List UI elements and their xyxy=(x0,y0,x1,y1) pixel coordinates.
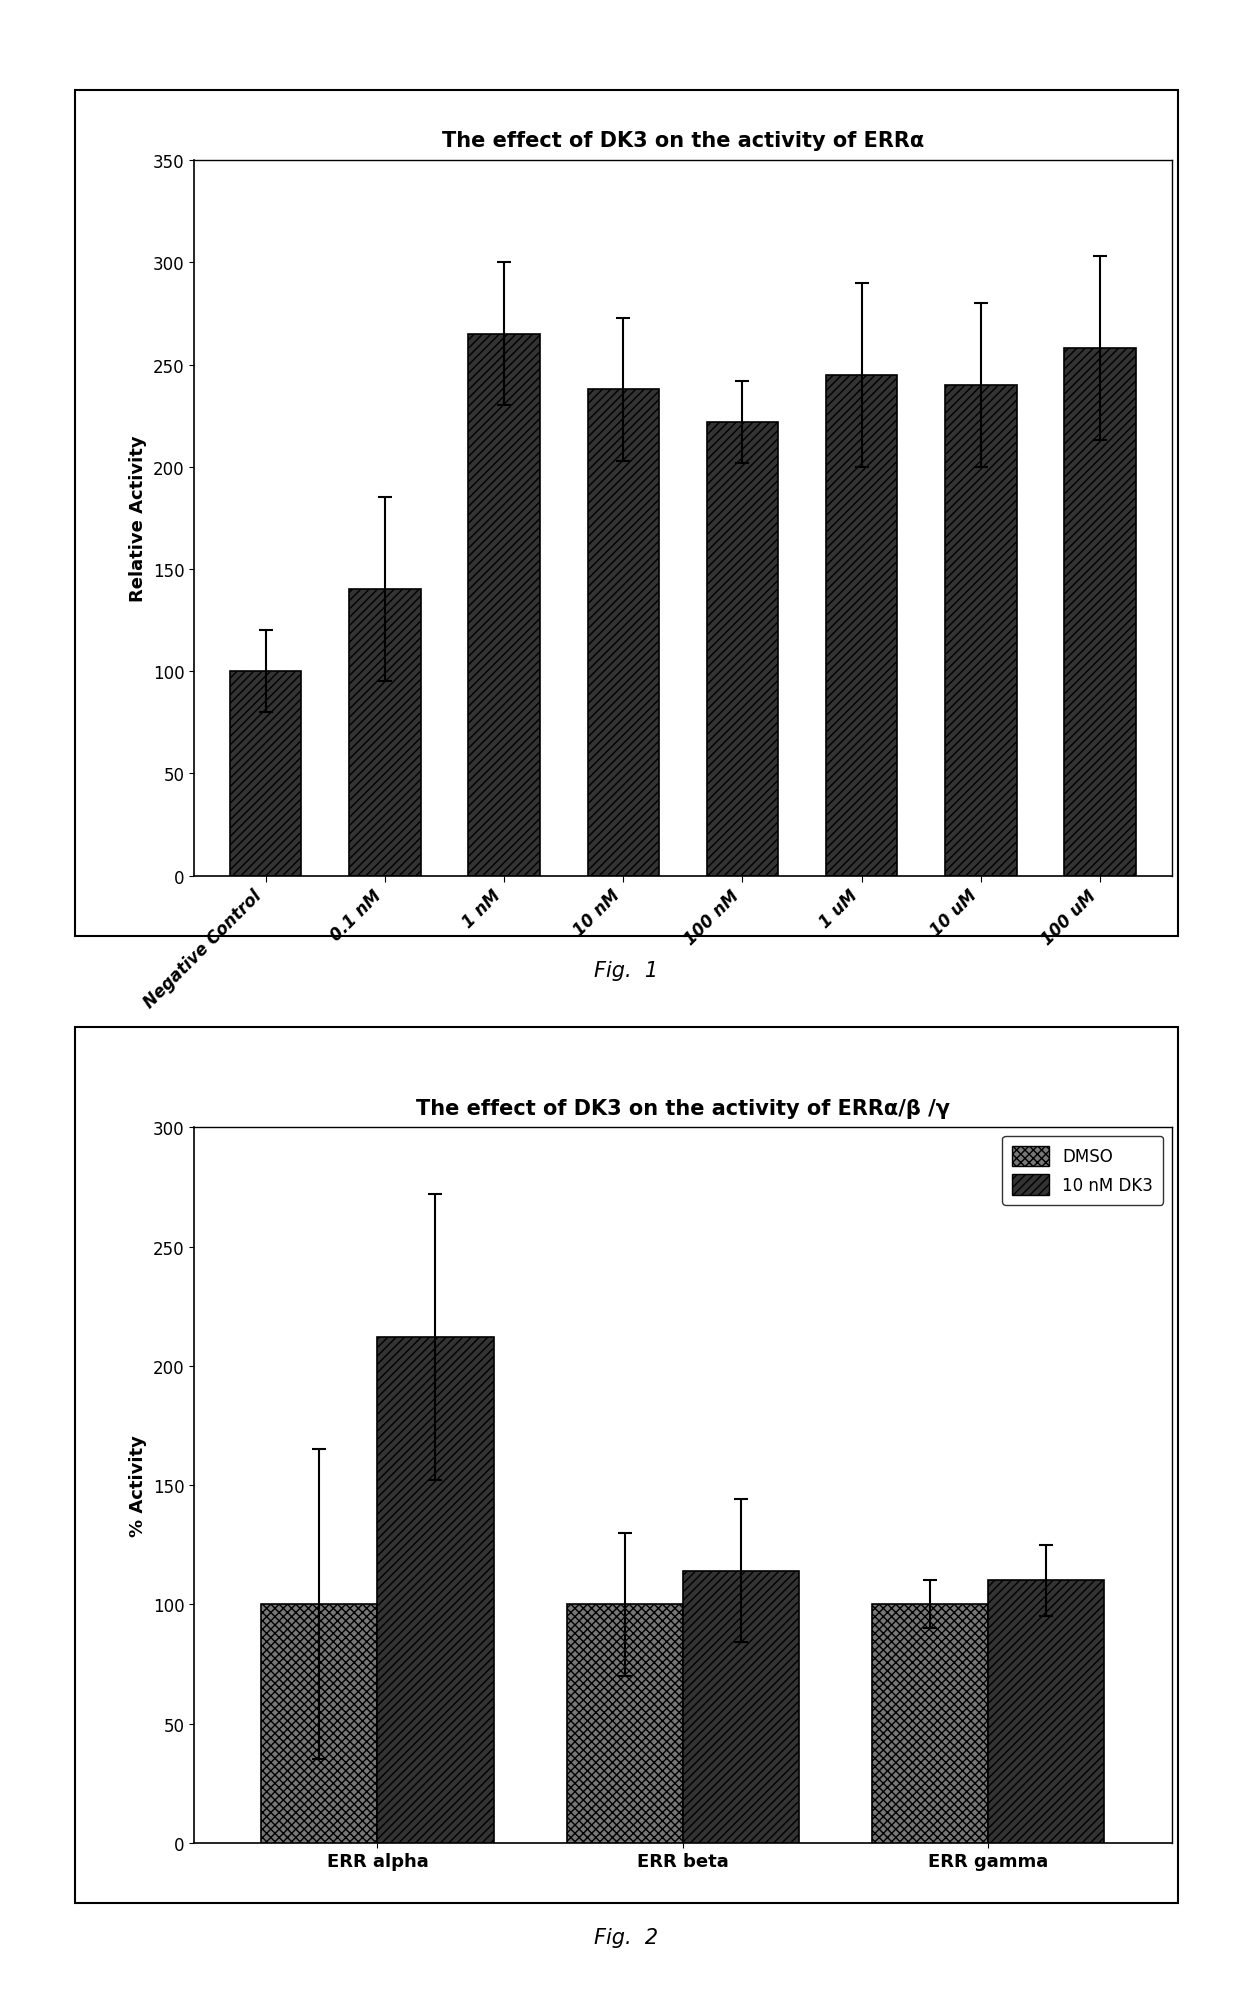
Title: The effect of DK3 on the activity of ERRα: The effect of DK3 on the activity of ERR… xyxy=(442,131,923,151)
Bar xyxy=(469,334,540,876)
Bar xyxy=(707,423,778,876)
Bar xyxy=(262,1605,377,1843)
Bar xyxy=(377,1337,494,1843)
Bar xyxy=(826,375,897,876)
Text: Fig.  1: Fig. 1 xyxy=(594,961,659,981)
Bar xyxy=(350,590,421,876)
Y-axis label: Relative Activity: Relative Activity xyxy=(129,435,148,602)
Bar xyxy=(588,391,659,876)
Legend: DMSO, 10 nM DK3: DMSO, 10 nM DK3 xyxy=(1002,1136,1163,1204)
Bar xyxy=(1064,348,1135,876)
Bar xyxy=(945,387,1016,876)
Text: Fig.  2: Fig. 2 xyxy=(594,1927,659,1948)
Bar xyxy=(989,1581,1104,1843)
Bar xyxy=(872,1605,989,1843)
Bar xyxy=(231,673,302,876)
Bar xyxy=(683,1571,799,1843)
Bar xyxy=(566,1605,683,1843)
Title: The effect of DK3 on the activity of ERRα/β /γ: The effect of DK3 on the activity of ERR… xyxy=(416,1098,950,1118)
Y-axis label: % Activity: % Activity xyxy=(129,1434,148,1537)
